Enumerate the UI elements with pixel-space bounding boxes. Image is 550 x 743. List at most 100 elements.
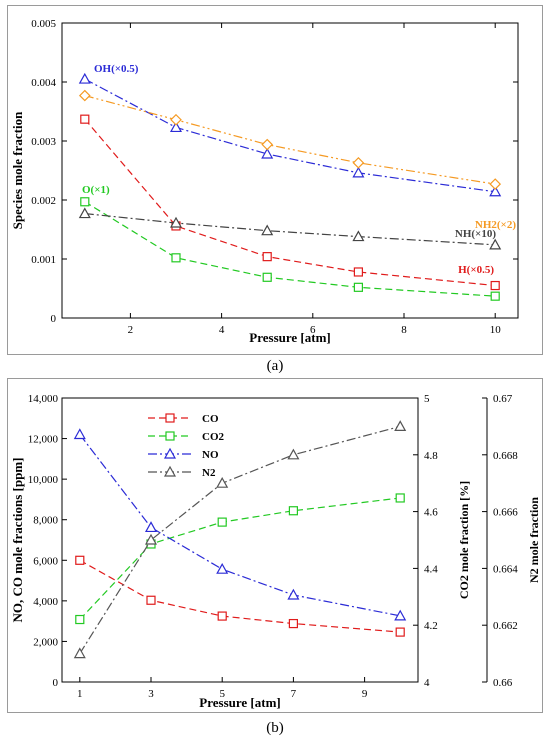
x-tick-label-b: 1: [77, 688, 83, 700]
data-point-b: [146, 595, 156, 605]
legend-marker: [163, 465, 177, 477]
data-point-b: [217, 517, 227, 527]
y-tick-label-a: 0.005: [31, 18, 56, 30]
data-point-a: [352, 166, 365, 178]
y-tick-label-co2: 4.8: [424, 450, 438, 462]
data-point-a: [78, 72, 91, 84]
series-label-a: O(×1): [82, 184, 110, 196]
data-point-b: [217, 611, 227, 621]
data-point-a: [489, 238, 502, 250]
series-line-b: [79, 497, 401, 620]
x-axis-label-b: Pressure [atm]: [199, 695, 280, 710]
series-label-a: NH(×10): [455, 228, 496, 240]
series-label-a: H(×0.5): [458, 264, 494, 276]
data-point-b: [288, 506, 298, 516]
data-point-b: [73, 428, 86, 440]
data-point-b: [216, 476, 229, 488]
x-tick-label-b: 7: [291, 688, 297, 700]
series-line-a: [84, 94, 496, 185]
data-point-a: [262, 252, 272, 262]
data-point-b: [394, 420, 407, 431]
legend-label: NO: [202, 449, 219, 461]
y-tick-label-n2: 0.664: [493, 563, 518, 575]
data-point-a: [78, 89, 91, 102]
data-point-a: [78, 207, 91, 219]
x-tick-label-a: 2: [128, 324, 134, 336]
y-tick-label-left-b: 4,000: [33, 596, 58, 608]
data-point-a: [170, 113, 182, 126]
data-point-a: [352, 230, 365, 242]
data-point-a: [489, 185, 502, 197]
y-axis-label-a: Species mole fraction: [10, 111, 25, 229]
y-tick-label-left-b: 6,000: [33, 555, 58, 567]
y-axis-label-co2: CO2 mole fraction [%]: [457, 481, 471, 599]
legend-marker: [165, 413, 175, 423]
data-point-a: [261, 138, 274, 151]
data-point-a: [353, 267, 363, 277]
x-tick-label-b: 3: [148, 688, 154, 700]
caption-a: (a): [266, 358, 284, 374]
y-axis-label-left-b: NO, CO mole fractions [ppm]: [10, 457, 25, 622]
x-axis-label-a: Pressure [atm]: [249, 330, 330, 345]
data-point-a: [353, 282, 363, 292]
y-tick-label-left-b: 8,000: [33, 515, 58, 527]
data-point-b: [287, 448, 300, 460]
y-tick-label-co2: 4.2: [424, 620, 438, 632]
data-point-b: [288, 618, 298, 629]
y-tick-label-a: 0.001: [31, 254, 56, 266]
y-tick-label-left-b: 12,000: [28, 434, 59, 446]
panel-b-frame: [7, 378, 543, 713]
y-tick-label-co2: 4.4: [424, 563, 438, 575]
series-line-b: [79, 425, 401, 654]
data-point-b: [73, 647, 86, 659]
y-tick-label-a: 0.002: [31, 195, 56, 207]
series-line-a: [84, 201, 496, 297]
y-tick-label-n2: 0.662: [493, 620, 518, 632]
y-tick-label-left-b: 10,000: [28, 474, 59, 486]
x-tick-label-b: 5: [219, 688, 225, 700]
series-line-b: [79, 559, 401, 633]
legend-label: N2: [202, 467, 216, 479]
data-point-a: [261, 147, 274, 159]
y-tick-label-left-b: 2,000: [33, 636, 58, 648]
data-point-a: [169, 121, 183, 133]
data-point-b: [395, 493, 405, 503]
panel-a-frame: [7, 5, 543, 355]
x-tick-label-a: 4: [219, 324, 225, 336]
y-tick-label-left-b: 14,000: [28, 393, 59, 405]
data-point-a: [169, 216, 183, 228]
data-point-a: [489, 178, 502, 190]
y-tick-label-n2: 0.666: [493, 507, 518, 519]
legend-label: CO2: [202, 431, 225, 443]
plot-area-b: [61, 397, 419, 683]
legend-marker: [163, 447, 177, 459]
series-line-a: [84, 118, 496, 287]
data-point-b: [75, 614, 85, 625]
data-point-b: [144, 533, 158, 545]
series-label-a: OH(×0.5): [94, 63, 139, 75]
y-tick-label-a: 0.004: [31, 77, 56, 89]
x-tick-label-a: 8: [401, 324, 407, 336]
data-point-b: [394, 609, 407, 621]
legend-label: CO: [202, 413, 219, 425]
x-tick-label-a: 10: [490, 324, 502, 336]
y-tick-label-a: 0.003: [31, 136, 56, 148]
y-tick-label-n2: 0.668: [493, 450, 518, 462]
data-point-a: [80, 197, 90, 207]
data-point-b: [287, 588, 300, 600]
x-tick-label-a: 6: [310, 324, 316, 336]
data-point-b: [144, 521, 158, 533]
series-line-b: [79, 434, 401, 617]
x-tick-label-b: 9: [362, 688, 368, 700]
legend-marker: [165, 431, 175, 441]
y-tick-label-a: 0: [51, 313, 57, 325]
series-label-a: NH2(×2): [475, 219, 516, 231]
data-point-a: [352, 156, 365, 169]
y-tick-label-left-b: 0: [53, 677, 59, 689]
data-point-a: [490, 280, 500, 291]
plot-area-a: [61, 22, 519, 319]
y-tick-label-co2: 4: [424, 677, 430, 689]
data-point-a: [490, 291, 500, 301]
data-point-b: [216, 562, 229, 574]
